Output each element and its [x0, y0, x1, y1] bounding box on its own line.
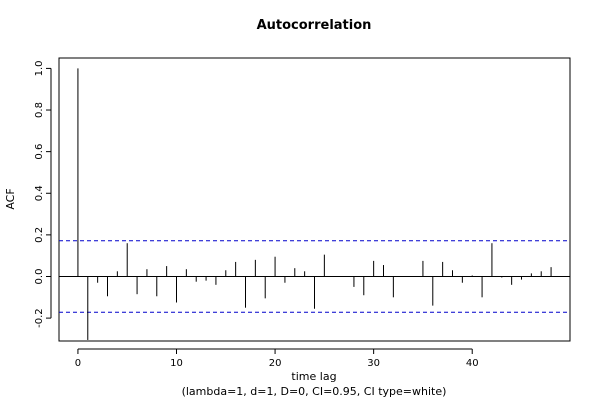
y-tick-label: 1.0: [34, 60, 45, 76]
x-axis-subtitle: (lambda=1, d=1, D=0, CI=0.95, CI type=wh…: [182, 385, 447, 398]
y-tick-label: 0.2: [34, 227, 45, 243]
plot-area: [58, 57, 571, 342]
y-tick-label: 0.4: [34, 185, 45, 201]
x-tick-label: 0: [75, 358, 81, 369]
chart-title: Autocorrelation: [257, 18, 372, 33]
x-tick-label: 30: [367, 358, 380, 369]
acf-bars: [59, 68, 570, 340]
y-axis: -0.2 0.0 0.2 0.4 0.6 0.8 1.0: [34, 60, 52, 328]
y-axis-label: ACF: [4, 188, 17, 209]
y-tick-label: 0.8: [34, 102, 45, 118]
x-axis-label: time lag: [291, 370, 336, 383]
x-tick-label: 40: [466, 358, 479, 369]
y-tick-label: 0.6: [34, 144, 45, 160]
confidence-bands: [59, 240, 570, 313]
y-tick-label: 0.0: [34, 269, 45, 285]
y-tick-label: -0.2: [34, 308, 45, 328]
x-tick-label: 10: [170, 358, 183, 369]
x-tick-label: 20: [269, 358, 282, 369]
x-axis: 0 10 20 30 40: [75, 348, 479, 369]
